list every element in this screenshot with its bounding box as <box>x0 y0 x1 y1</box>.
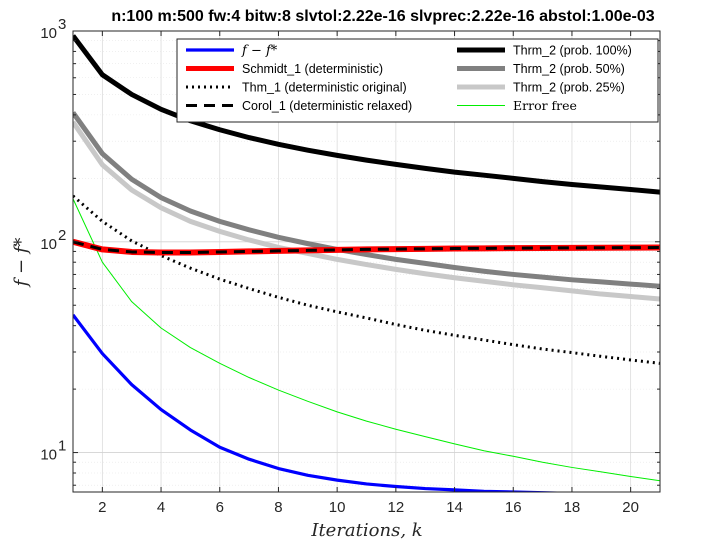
legend: f − f* Schmidt_1 (deterministic) Thm_1 (de… <box>176 38 659 123</box>
x-tick-label: 14 <box>446 499 463 516</box>
x-tick-label: 20 <box>622 499 639 516</box>
x-tick-label: 10 <box>329 499 346 516</box>
y-tick-label: 10 <box>40 447 57 464</box>
series-line <box>73 240 660 254</box>
legend-label: Thrm_2 (prob. 25%) <box>513 81 625 95</box>
x-tick-label: 8 <box>274 499 282 516</box>
y-tick-label: 10 <box>40 25 57 42</box>
series-line <box>73 198 660 482</box>
y-tick-exponent: 2 <box>58 227 66 244</box>
series-line <box>73 120 660 302</box>
legend-label: Thrm_2 (prob. 50%) <box>513 62 625 76</box>
x-tick-label: 6 <box>216 499 224 516</box>
chart-title: n:100 m:500 fw:4 bitw:8 slvtol:2.22e-16 … <box>111 8 654 25</box>
legend-label: Thm_1 (deterministic original) <box>242 81 407 95</box>
x-tick-label: 4 <box>157 499 165 516</box>
series-line <box>73 111 660 289</box>
axes-frame <box>72 30 661 493</box>
y-tick-exponent: 1 <box>58 438 66 455</box>
legend-label: Error free <box>513 98 577 113</box>
x-tick-label: 16 <box>505 499 522 516</box>
series-lines <box>73 34 660 492</box>
legend-box <box>176 38 659 123</box>
x-tick-label: 12 <box>388 499 405 516</box>
y-axis-label: f − f* <box>11 238 32 289</box>
y-tick-label: 10 <box>40 236 57 253</box>
series-line <box>73 34 660 195</box>
legend-label: f − f* <box>241 44 278 59</box>
x-tick-label: 18 <box>564 499 581 516</box>
y-tick-exponent: 3 <box>58 16 66 33</box>
x-axis-label: Iterations, k <box>310 520 422 541</box>
legend-label: Thrm_2 (prob. 100%) <box>513 44 632 58</box>
legend-label: Corol_1 (deterministic relaxed) <box>242 99 412 113</box>
x-tick-label: 2 <box>98 499 106 516</box>
series-line <box>73 313 591 492</box>
legend-label: Schmidt_1 (deterministic) <box>242 62 383 76</box>
axes-box <box>72 30 661 493</box>
